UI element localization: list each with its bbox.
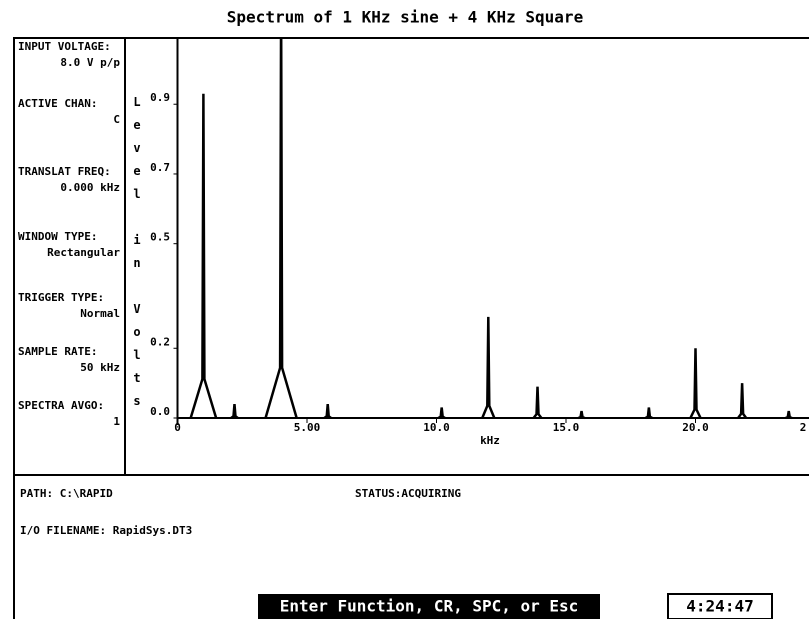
- setting-label: TRIGGER TYPE:: [18, 291, 104, 304]
- spectral-peak: [689, 348, 702, 419]
- setting-value: Normal: [80, 307, 120, 320]
- setting-value: C: [113, 113, 120, 126]
- spectral-peak: [323, 403, 332, 420]
- y-tick-label: 0.9: [150, 91, 170, 104]
- x-tick-label: 0: [174, 421, 181, 434]
- setting-value: 50 kHz: [80, 361, 120, 374]
- spectral-peak: [481, 316, 496, 419]
- spectral-peak: [785, 410, 793, 420]
- x-axis-label: kHz: [480, 434, 500, 447]
- frame: [13, 37, 809, 476]
- setting-label: TRANSLAT FREQ:: [18, 165, 111, 178]
- path: PATH: C:\RAPID: [20, 487, 113, 500]
- spectral-peak: [189, 93, 218, 419]
- y-axis-label: Level in Volts: [130, 95, 144, 417]
- y-tick-label: 0.5: [150, 231, 170, 244]
- y-tick-label: 0.2: [150, 335, 170, 348]
- spectral-peak: [737, 383, 748, 419]
- setting-value: 0.000 kHz: [60, 181, 120, 194]
- x-tick-label: 5.00: [294, 421, 321, 434]
- spectral-peak: [577, 410, 586, 420]
- setting-label: INPUT VOLTAGE:: [18, 40, 111, 53]
- setting-label: SPECTRA AVGO:: [18, 399, 104, 412]
- setting-value: 8.0 V p/p: [60, 56, 120, 69]
- spectral-peak: [264, 38, 298, 419]
- filename: I/O FILENAME: RapidSys.DT3: [20, 524, 192, 537]
- x-tick-label: 2: [800, 421, 807, 434]
- clock: 4:24:47: [686, 597, 753, 616]
- status: STATUS:ACQUIRING: [355, 487, 461, 500]
- y-tick-label: 0.0: [150, 405, 170, 418]
- spectral-peak: [532, 386, 543, 419]
- spectral-peak: [437, 407, 446, 420]
- setting-value: Rectangular: [47, 246, 120, 259]
- x-tick-label: 20.0: [682, 421, 709, 434]
- plot: [189, 38, 793, 420]
- prompt-bar: [258, 594, 600, 619]
- x-tick-label: 10.0: [423, 421, 450, 434]
- x-tick-label: 15.0: [553, 421, 580, 434]
- setting-label: WINDOW TYPE:: [18, 230, 97, 243]
- setting-label: ACTIVE CHAN:: [18, 97, 97, 110]
- spectral-peak: [644, 407, 653, 420]
- prompt: Enter Function, CR, SPC, or Esc: [280, 597, 579, 616]
- clock-box: [667, 593, 773, 619]
- setting-label: SAMPLE RATE:: [18, 345, 97, 358]
- spectral-peak: [230, 403, 239, 420]
- chart-title: Spectrum of 1 KHz sine + 4 KHz Square: [227, 8, 583, 27]
- setting-value: 1: [113, 415, 120, 428]
- y-tick-label: 0.7: [150, 161, 170, 174]
